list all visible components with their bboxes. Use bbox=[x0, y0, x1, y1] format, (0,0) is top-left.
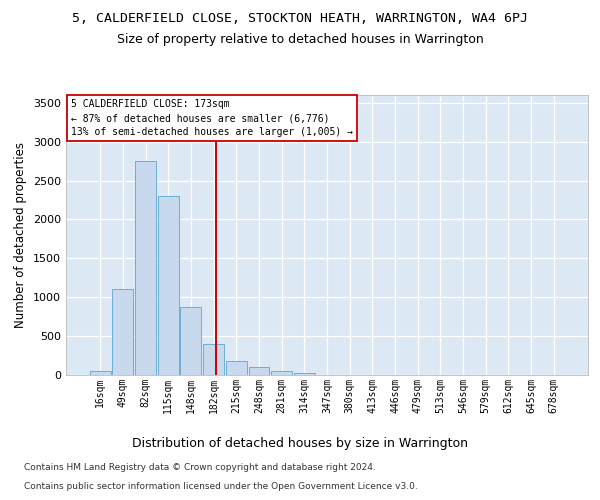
Text: Contains HM Land Registry data © Crown copyright and database right 2024.: Contains HM Land Registry data © Crown c… bbox=[24, 464, 376, 472]
Bar bbox=[158, 196, 179, 375]
Bar bbox=[248, 367, 269, 375]
Text: 5 CALDERFIELD CLOSE: 173sqm
← 87% of detached houses are smaller (6,776)
13% of : 5 CALDERFIELD CLOSE: 173sqm ← 87% of det… bbox=[71, 99, 353, 137]
Bar bbox=[271, 371, 292, 375]
Bar bbox=[112, 290, 133, 375]
Bar bbox=[135, 161, 156, 375]
Bar bbox=[226, 362, 247, 375]
Bar bbox=[294, 374, 315, 375]
Text: Size of property relative to detached houses in Warrington: Size of property relative to detached ho… bbox=[116, 32, 484, 46]
Y-axis label: Number of detached properties: Number of detached properties bbox=[14, 142, 28, 328]
Text: 5, CALDERFIELD CLOSE, STOCKTON HEATH, WARRINGTON, WA4 6PJ: 5, CALDERFIELD CLOSE, STOCKTON HEATH, WA… bbox=[72, 12, 528, 26]
Bar bbox=[181, 306, 202, 375]
Text: Distribution of detached houses by size in Warrington: Distribution of detached houses by size … bbox=[132, 438, 468, 450]
Bar bbox=[203, 344, 224, 375]
Text: Contains public sector information licensed under the Open Government Licence v3: Contains public sector information licen… bbox=[24, 482, 418, 491]
Bar bbox=[90, 371, 110, 375]
